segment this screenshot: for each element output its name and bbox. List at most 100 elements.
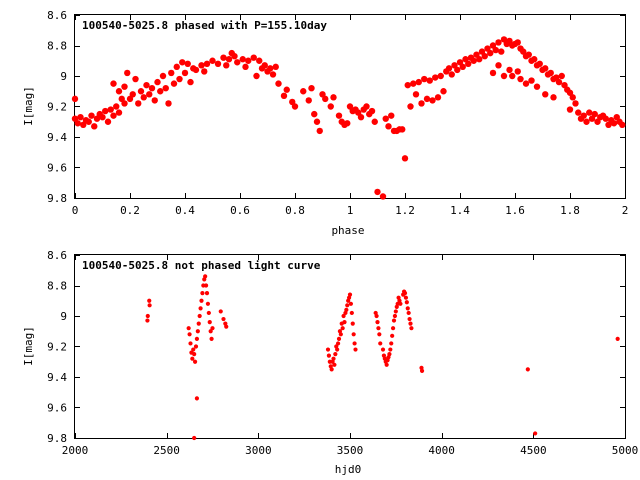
- data-point-phased: [113, 103, 120, 110]
- data-point-phased: [591, 110, 598, 118]
- data-point-phased: [569, 94, 576, 101]
- data-point-phased: [110, 112, 117, 119]
- data-point-unphased: [352, 341, 357, 346]
- data-point-unphased: [388, 347, 393, 352]
- data-point-phased: [137, 88, 145, 95]
- x-tick-label-phased: 0: [72, 204, 79, 217]
- data-point-unphased: [408, 321, 413, 326]
- data-point-unphased: [340, 326, 345, 331]
- data-point-unphased: [221, 316, 226, 322]
- data-point-phased: [74, 120, 81, 127]
- data-point-phased: [558, 72, 565, 80]
- data-point-unphased: [332, 362, 337, 367]
- data-point-phased: [242, 63, 249, 71]
- data-point-unphased: [192, 435, 197, 441]
- data-point-unphased: [402, 291, 408, 296]
- data-point-phased: [181, 69, 189, 77]
- data-point-phased: [173, 63, 180, 71]
- data-point-phased: [209, 57, 216, 64]
- data-point-phased: [426, 77, 433, 84]
- data-point-unphased: [391, 318, 397, 323]
- data-point-phased: [184, 60, 191, 67]
- data-point-phased: [162, 85, 169, 92]
- data-point-phased: [99, 113, 106, 121]
- y-tick-label-unphased: 9.2: [47, 341, 67, 354]
- data-point-phased: [269, 71, 277, 78]
- data-point-unphased: [196, 321, 201, 326]
- data-point-unphased: [389, 341, 394, 346]
- data-point-phased: [121, 100, 128, 107]
- data-point-unphased: [190, 356, 195, 361]
- data-point-phased: [533, 83, 541, 90]
- data-point-unphased: [329, 367, 334, 372]
- data-point-phased: [225, 56, 233, 63]
- data-point-phased: [437, 72, 444, 80]
- data-point-phased: [245, 57, 252, 64]
- data-point-unphased: [195, 329, 200, 334]
- data-point-phased: [327, 103, 334, 110]
- data-point-phased: [311, 110, 318, 118]
- data-point-unphased: [390, 333, 395, 338]
- data-point-phased: [140, 94, 147, 101]
- data-point-phased: [110, 80, 117, 87]
- x-tick-label-phased: 1: [347, 204, 354, 217]
- data-point-unphased: [376, 326, 381, 331]
- data-point-unphased: [387, 352, 392, 357]
- data-point-unphased: [192, 352, 197, 357]
- data-point-phased: [572, 100, 579, 107]
- data-point-phased: [418, 100, 425, 107]
- data-point-phased: [214, 60, 222, 67]
- y-axis-label-unphased: I[mag]: [22, 326, 35, 366]
- data-point-phased: [412, 91, 420, 98]
- data-point-unphased: [186, 326, 191, 331]
- x-tick-label-unphased: 3000: [245, 444, 272, 457]
- data-point-phased: [506, 66, 513, 74]
- data-point-unphased: [208, 329, 213, 334]
- x-axis-label-phased: phase: [331, 224, 364, 237]
- data-point-phased: [300, 88, 307, 95]
- y-tick-label-phased: 9.8: [47, 192, 67, 205]
- data-point-phased: [374, 188, 381, 196]
- x-tick-label-unphased: 5000: [612, 444, 639, 457]
- data-point-phased: [154, 78, 161, 86]
- data-point-unphased: [342, 320, 347, 325]
- data-point-phased: [143, 81, 150, 89]
- data-point-phased: [566, 106, 574, 113]
- x-tick-label-phased: 1.4: [450, 204, 470, 217]
- data-point-phased: [514, 68, 521, 75]
- panel-phased: 100540-5025.8 phased with P=155.10day ph…: [22, 9, 628, 237]
- data-point-phased: [170, 80, 178, 87]
- data-point-phased: [547, 69, 554, 77]
- data-point-phased: [440, 88, 447, 95]
- data-point-unphased: [188, 341, 193, 346]
- data-point-unphased: [525, 367, 530, 372]
- data-point-unphased: [404, 300, 409, 305]
- data-point-phased: [421, 75, 428, 83]
- data-point-unphased: [198, 306, 203, 311]
- data-point-phased: [550, 94, 557, 101]
- data-point-phased: [129, 91, 136, 98]
- data-point-unphased: [347, 292, 353, 297]
- data-point-phased: [619, 121, 626, 128]
- data-point-unphased: [145, 313, 150, 319]
- data-point-phased: [382, 115, 389, 122]
- x-tick-label-phased: 0.2: [120, 204, 140, 217]
- data-point-phased: [495, 39, 502, 46]
- data-point-phased: [256, 57, 263, 64]
- data-point-phased: [522, 80, 530, 87]
- data-point-phased: [528, 77, 535, 84]
- y-tick-label-phased: 8.6: [47, 9, 67, 22]
- data-point-unphased: [218, 309, 223, 314]
- x-tick-label-unphased: 4500: [520, 444, 547, 457]
- data-point-phased: [385, 123, 392, 130]
- y-tick-label-unphased: 8.8: [47, 280, 67, 293]
- data-point-unphased: [348, 301, 354, 306]
- data-point-phased: [121, 83, 128, 90]
- data-point-phased: [525, 51, 532, 58]
- data-point-unphased: [407, 316, 412, 322]
- data-point-phased: [495, 62, 502, 69]
- data-point-unphased: [335, 347, 340, 352]
- data-point-phased: [308, 85, 315, 92]
- data-point-phased: [407, 103, 414, 110]
